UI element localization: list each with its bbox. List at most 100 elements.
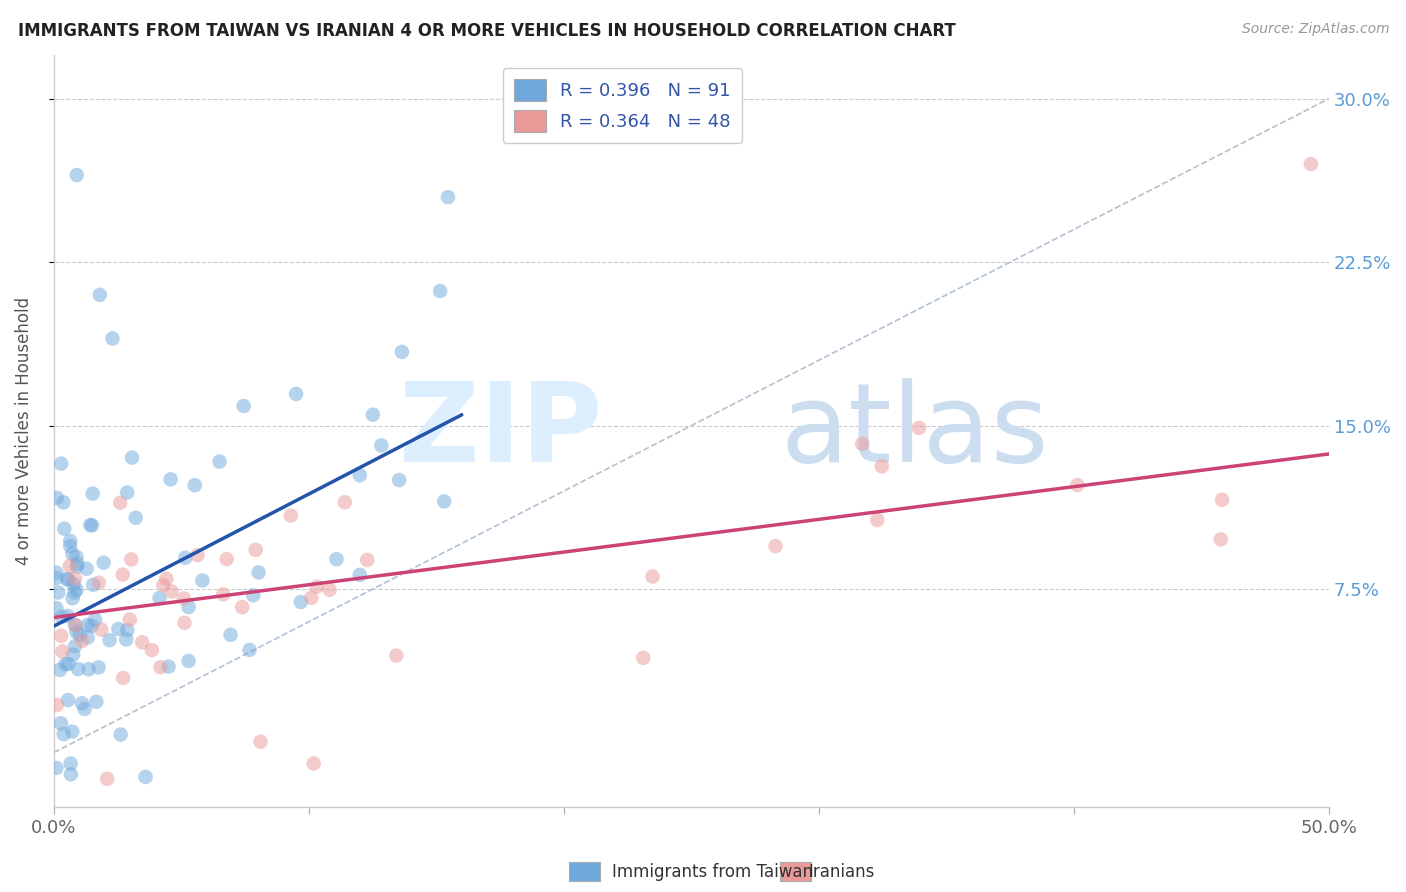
Point bbox=[62, 648, 84, 662]
Point bbox=[302, 756, 325, 771]
Point bbox=[56, 573, 79, 587]
Point bbox=[108, 496, 131, 510]
Point bbox=[280, 508, 302, 523]
Point bbox=[69, 627, 91, 641]
Point bbox=[149, 660, 172, 674]
Point bbox=[98, 633, 121, 648]
Point bbox=[110, 727, 132, 741]
Point bbox=[370, 438, 392, 452]
Point bbox=[76, 562, 98, 576]
Point bbox=[290, 595, 312, 609]
Point bbox=[177, 600, 200, 615]
Point bbox=[49, 663, 72, 677]
Point bbox=[63, 572, 86, 586]
Point bbox=[65, 582, 87, 597]
Point bbox=[1299, 157, 1322, 171]
Point bbox=[82, 578, 104, 592]
Point bbox=[152, 578, 174, 592]
Point bbox=[215, 552, 238, 566]
Point bbox=[866, 513, 889, 527]
Point bbox=[84, 695, 107, 709]
Point bbox=[66, 557, 89, 571]
Point bbox=[1211, 492, 1233, 507]
Point bbox=[318, 582, 340, 597]
Point bbox=[62, 577, 84, 591]
Point bbox=[349, 468, 371, 483]
Point bbox=[80, 518, 103, 533]
Point bbox=[63, 585, 86, 599]
Point bbox=[89, 288, 111, 302]
Point bbox=[45, 601, 67, 615]
Point bbox=[765, 539, 787, 553]
Point bbox=[112, 671, 135, 685]
Point bbox=[242, 588, 264, 602]
Point bbox=[59, 767, 82, 781]
Point bbox=[177, 654, 200, 668]
Point bbox=[82, 486, 104, 500]
Point bbox=[325, 552, 347, 566]
Point bbox=[63, 618, 86, 632]
Text: Source: ZipAtlas.com: Source: ZipAtlas.com bbox=[1241, 22, 1389, 37]
Point bbox=[285, 387, 308, 401]
Point bbox=[118, 613, 141, 627]
Point bbox=[45, 571, 67, 585]
Point bbox=[90, 623, 112, 637]
Point bbox=[66, 168, 89, 182]
Point bbox=[1066, 478, 1088, 492]
Point bbox=[51, 610, 73, 624]
Point bbox=[115, 485, 138, 500]
Point bbox=[65, 625, 87, 640]
Text: ZIP: ZIP bbox=[399, 377, 602, 484]
Point bbox=[93, 556, 115, 570]
Point bbox=[51, 457, 73, 471]
Point bbox=[45, 698, 67, 712]
Point bbox=[111, 567, 134, 582]
Point bbox=[96, 772, 118, 786]
Point bbox=[51, 629, 73, 643]
Point bbox=[160, 584, 183, 599]
Point bbox=[333, 495, 356, 509]
Point bbox=[79, 518, 101, 533]
Point bbox=[45, 566, 67, 580]
Point bbox=[131, 635, 153, 649]
Point bbox=[67, 662, 90, 676]
Point bbox=[429, 284, 451, 298]
Point bbox=[59, 756, 82, 771]
Point bbox=[159, 472, 181, 486]
Point bbox=[433, 494, 456, 508]
Point bbox=[84, 613, 107, 627]
Point bbox=[633, 650, 655, 665]
Point bbox=[641, 569, 664, 583]
Point bbox=[80, 619, 103, 633]
Point bbox=[148, 591, 170, 605]
Point bbox=[70, 696, 93, 710]
Point bbox=[385, 648, 408, 663]
Point bbox=[239, 643, 262, 657]
Point bbox=[155, 572, 177, 586]
Text: atlas: atlas bbox=[780, 377, 1049, 484]
Point bbox=[52, 495, 75, 509]
Point bbox=[173, 591, 195, 606]
Point bbox=[232, 399, 254, 413]
Point bbox=[46, 585, 69, 599]
Point bbox=[870, 459, 893, 474]
Point bbox=[56, 609, 79, 624]
Point bbox=[299, 591, 322, 605]
Point bbox=[120, 552, 142, 566]
Point bbox=[59, 558, 82, 573]
Point bbox=[191, 574, 214, 588]
Point bbox=[208, 454, 231, 468]
Point bbox=[60, 547, 83, 561]
Point bbox=[249, 734, 271, 748]
Point bbox=[65, 549, 87, 564]
Point bbox=[62, 591, 84, 606]
Point bbox=[141, 643, 163, 657]
Point bbox=[115, 632, 138, 647]
Point bbox=[53, 657, 76, 672]
Text: Immigrants from Taiwan: Immigrants from Taiwan bbox=[612, 863, 813, 881]
Point bbox=[173, 615, 195, 630]
Point bbox=[87, 575, 110, 590]
Point bbox=[1209, 533, 1232, 547]
Point bbox=[60, 724, 83, 739]
Point bbox=[52, 727, 75, 741]
